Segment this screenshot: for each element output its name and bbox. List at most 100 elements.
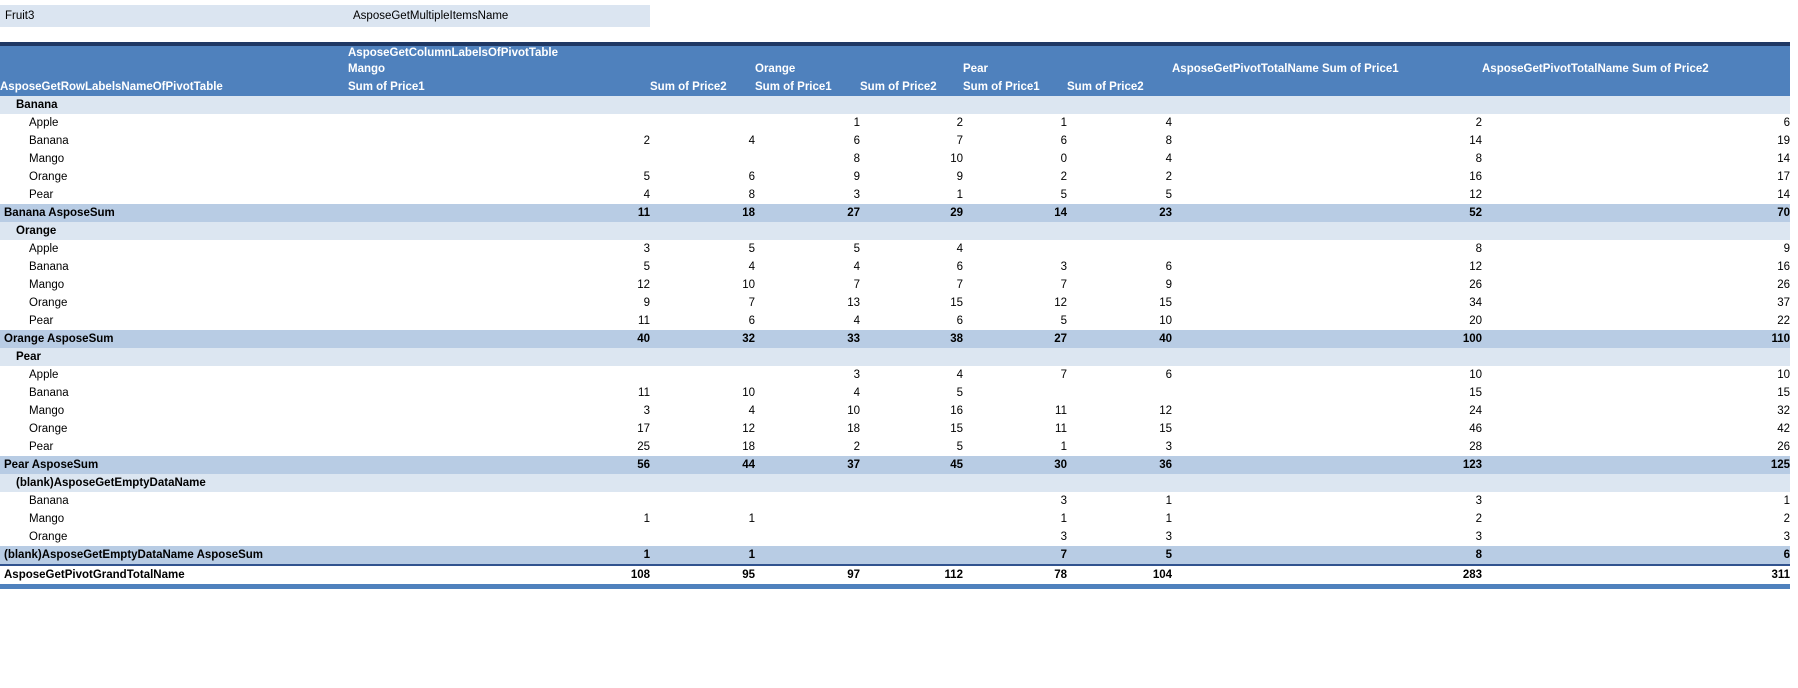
value-cell[interactable]: 3 <box>1165 531 1172 543</box>
value-cell[interactable]: 1 <box>1165 513 1172 525</box>
value-cell[interactable]: 5 <box>853 243 860 255</box>
subheader-orange-price1[interactable]: Sum of Price1 <box>755 78 860 96</box>
value-cell[interactable] <box>755 492 860 510</box>
value-cell[interactable] <box>860 348 963 366</box>
value-cell[interactable] <box>650 150 755 168</box>
value-cell[interactable]: 15 <box>950 297 963 309</box>
value-cell[interactable]: 14 <box>1777 153 1791 165</box>
value-cell[interactable]: 5 <box>643 171 650 183</box>
row-label-cell[interactable]: Banana <box>29 495 69 507</box>
value-cell[interactable] <box>963 384 1067 402</box>
value-cell[interactable]: 34 <box>1469 297 1482 309</box>
value-cell[interactable]: 4 <box>853 261 860 273</box>
value-cell[interactable] <box>650 348 755 366</box>
value-cell[interactable]: 2 <box>1475 513 1482 525</box>
value-cell[interactable]: 1 <box>348 546 650 565</box>
value-cell[interactable]: 33 <box>755 330 860 348</box>
value-cell[interactable]: 5 <box>748 243 755 255</box>
value-cell[interactable]: 4 <box>748 261 755 273</box>
value-cell[interactable] <box>963 348 1067 366</box>
value-cell[interactable] <box>963 240 1067 258</box>
value-cell[interactable]: 1 <box>1060 117 1067 129</box>
value-cell[interactable]: 97 <box>755 564 860 589</box>
value-cell[interactable]: 12 <box>1469 261 1482 273</box>
row-label-cell[interactable]: (blank)AsposeGetEmptyDataName <box>0 474 348 492</box>
value-cell[interactable] <box>1067 222 1172 240</box>
value-cell[interactable] <box>860 492 963 510</box>
value-cell[interactable] <box>1172 96 1482 114</box>
value-cell[interactable]: 1 <box>1060 513 1067 525</box>
value-cell[interactable] <box>650 366 755 384</box>
value-cell[interactable]: 15 <box>1159 423 1172 435</box>
value-cell[interactable]: 16 <box>1469 171 1482 183</box>
value-cell[interactable]: 30 <box>963 456 1067 474</box>
row-label-cell[interactable]: Orange <box>29 531 68 543</box>
value-cell[interactable]: 52 <box>1172 204 1482 222</box>
total-header-price2[interactable]: AsposeGetPivotTotalName Sum of Price2 <box>1482 61 1791 78</box>
value-cell[interactable]: 9 <box>956 171 963 183</box>
subheader-orange-price2[interactable]: Sum of Price2 <box>860 78 963 96</box>
value-cell[interactable]: 5 <box>643 261 650 273</box>
value-cell[interactable]: 11 <box>1055 423 1067 435</box>
value-cell[interactable]: 3 <box>853 369 860 381</box>
value-cell[interactable] <box>755 528 860 546</box>
value-cell[interactable]: 2 <box>1060 171 1067 183</box>
value-cell[interactable]: 36 <box>1067 456 1172 474</box>
value-cell[interactable]: 13 <box>847 297 860 309</box>
value-cell[interactable]: 8 <box>748 189 755 201</box>
value-cell[interactable]: 283 <box>1172 564 1482 589</box>
value-cell[interactable] <box>1172 348 1482 366</box>
value-cell[interactable] <box>755 348 860 366</box>
column-group-mango[interactable]: Mango <box>348 61 755 78</box>
value-cell[interactable]: 29 <box>860 204 963 222</box>
value-cell[interactable]: 12 <box>637 279 650 291</box>
value-cell[interactable]: 5 <box>1060 189 1067 201</box>
value-cell[interactable]: 1 <box>853 117 860 129</box>
value-cell[interactable]: 11 <box>638 387 650 399</box>
value-cell[interactable]: 3 <box>853 189 860 201</box>
value-cell[interactable] <box>963 96 1067 114</box>
value-cell[interactable]: 110 <box>1482 330 1791 348</box>
value-cell[interactable]: 4 <box>1165 153 1172 165</box>
value-cell[interactable] <box>755 510 860 528</box>
value-cell[interactable]: 8 <box>1165 135 1172 147</box>
value-cell[interactable]: 3 <box>643 243 650 255</box>
value-cell[interactable]: 6 <box>1165 369 1172 381</box>
value-cell[interactable]: 19 <box>1777 135 1791 147</box>
value-cell[interactable] <box>650 492 755 510</box>
row-label-cell[interactable]: Mango <box>29 279 65 291</box>
value-cell[interactable] <box>1482 348 1791 366</box>
header-corner-cell[interactable] <box>0 42 348 61</box>
row-label-cell[interactable]: Mango <box>29 513 65 525</box>
value-cell[interactable]: 10 <box>950 153 963 165</box>
value-cell[interactable] <box>348 474 650 492</box>
value-cell[interactable]: 4 <box>1165 117 1172 129</box>
value-cell[interactable]: 100 <box>1172 330 1482 348</box>
value-cell[interactable]: 26 <box>1777 279 1791 291</box>
row-label-cell[interactable]: Orange <box>29 171 68 183</box>
value-cell[interactable]: 4 <box>748 405 755 417</box>
value-cell[interactable]: 6 <box>956 315 963 327</box>
value-cell[interactable]: 125 <box>1482 456 1791 474</box>
value-cell[interactable] <box>1172 222 1482 240</box>
value-cell[interactable]: 9 <box>1783 243 1791 255</box>
row-label-cell[interactable]: Pear <box>29 189 54 201</box>
value-cell[interactable]: 12 <box>1469 189 1482 201</box>
value-cell[interactable] <box>755 96 860 114</box>
value-cell[interactable] <box>755 546 860 565</box>
value-cell[interactable]: 10 <box>1469 369 1482 381</box>
value-cell[interactable]: 14 <box>1469 135 1482 147</box>
value-cell[interactable]: 15 <box>950 423 963 435</box>
value-cell[interactable]: 78 <box>963 564 1067 589</box>
value-cell[interactable]: 18 <box>847 423 860 435</box>
filter-value-cell[interactable]: AsposeGetMultipleItemsName <box>348 5 650 27</box>
value-cell[interactable] <box>650 222 755 240</box>
value-cell[interactable]: 2 <box>853 441 860 453</box>
value-cell[interactable]: 45 <box>860 456 963 474</box>
value-cell[interactable]: 4 <box>956 243 963 255</box>
total-header-price1[interactable]: AsposeGetPivotTotalName Sum of Price1 <box>1172 61 1482 78</box>
value-cell[interactable] <box>348 96 650 114</box>
value-cell[interactable]: 10 <box>847 405 860 417</box>
row-label-cell[interactable]: Mango <box>29 405 65 417</box>
column-labels-title-cell[interactable]: AsposeGetColumnLabelsOfPivotTable <box>348 42 1791 61</box>
